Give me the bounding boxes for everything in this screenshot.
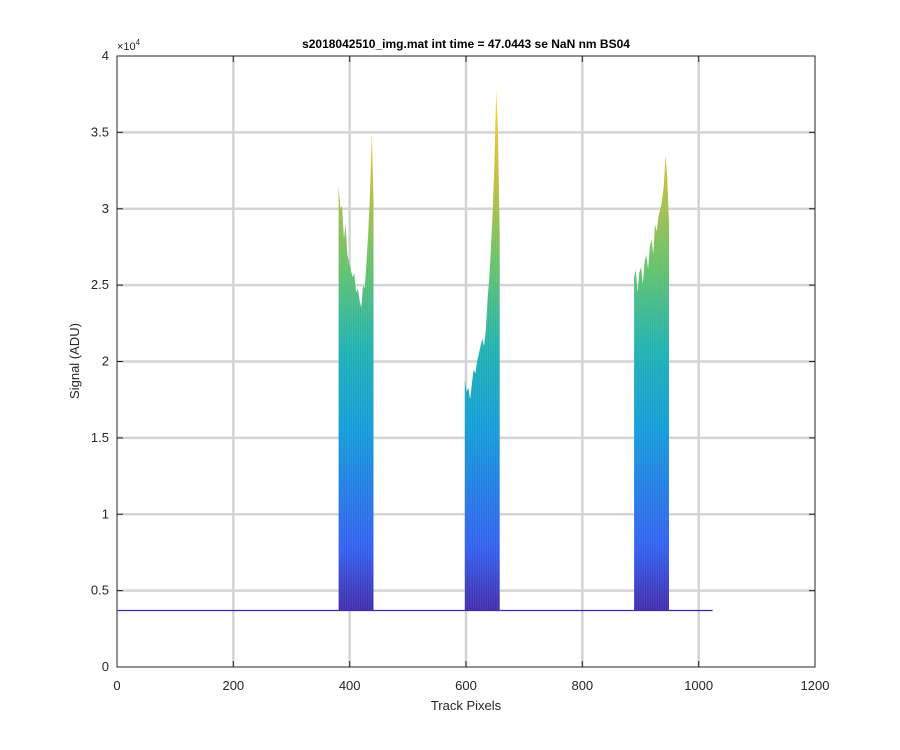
y-tick-label: 4 <box>102 48 109 63</box>
y-tick-label: 0 <box>102 659 109 674</box>
x-tick-label: 200 <box>222 678 244 693</box>
x-axis-ticks: 0 200 400 600 800 1000 1200 <box>113 56 829 693</box>
x-tick-label: 1200 <box>801 678 830 693</box>
peak-1-area <box>338 132 374 611</box>
y-tick-label: 3 <box>102 201 109 216</box>
y-tick-label: 1.5 <box>91 430 109 445</box>
y-axis-ticks: 0 0.5 1 1.5 2 2.5 3 3.5 4 <box>91 48 815 674</box>
x-tick-label: 0 <box>113 678 120 693</box>
peak-3-area <box>634 155 669 611</box>
y-tick-label: 0.5 <box>91 583 109 598</box>
x-axis-label: Track Pixels <box>431 698 502 713</box>
y-tick-label: 2.5 <box>91 277 109 292</box>
y-tick-label: 3.5 <box>91 124 109 139</box>
data-marks <box>117 89 713 612</box>
x-tick-label: 600 <box>455 678 477 693</box>
y-axis-label: Signal (ADU) <box>67 323 82 399</box>
x-tick-label: 1000 <box>684 678 713 693</box>
peak-2-area <box>464 89 500 611</box>
x-tick-label: 800 <box>571 678 593 693</box>
x-tick-label: 400 <box>339 678 361 693</box>
chart-title: s2018042510_img.mat int time = 47.0443 s… <box>302 37 630 51</box>
y-tick-label: 2 <box>102 354 109 369</box>
y-multiplier-exponent: 4 <box>136 38 141 47</box>
y-multiplier-label: ×104 <box>117 38 141 53</box>
y-tick-label: 1 <box>102 506 109 521</box>
